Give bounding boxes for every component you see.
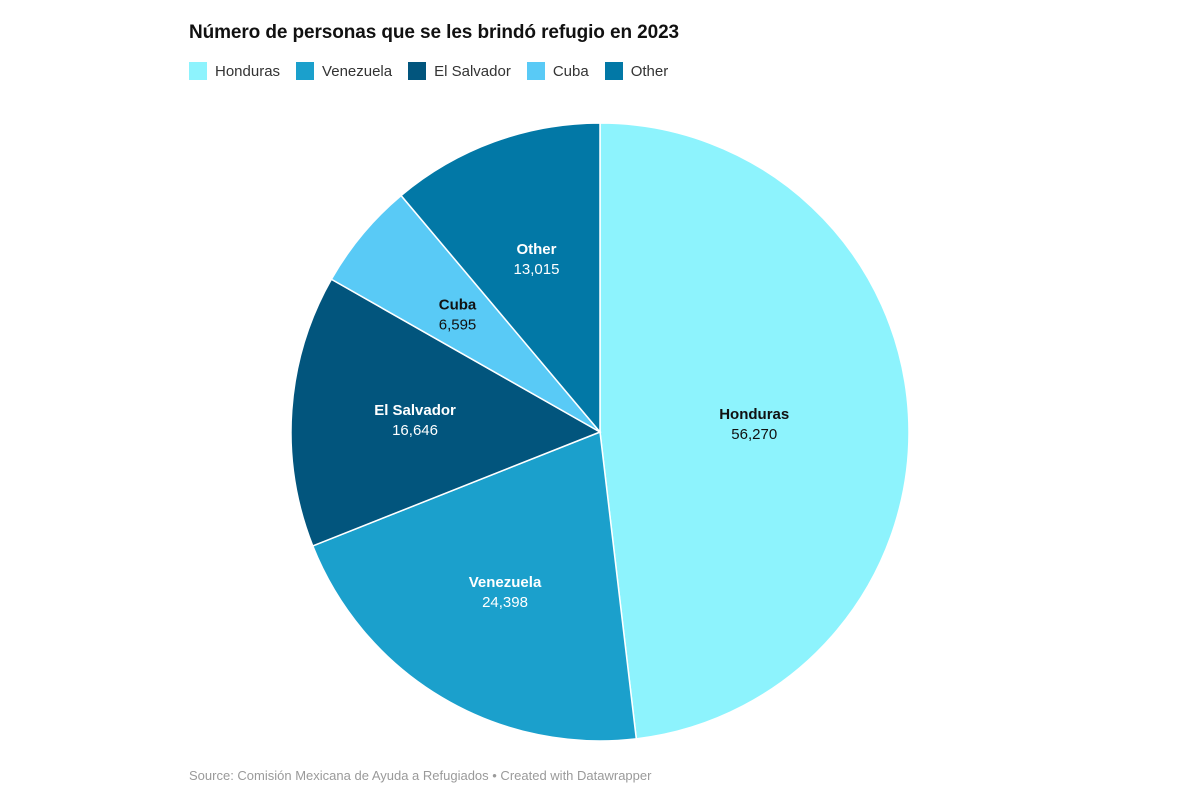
slice-value-el-salvador: 16,646 bbox=[392, 422, 438, 439]
legend-label-cuba: Cuba bbox=[552, 62, 589, 80]
slice-value-honduras: 56,270 bbox=[731, 426, 777, 443]
legend-swatch-honduras bbox=[189, 62, 207, 80]
slice-label-venezuela: Venezuela bbox=[469, 574, 542, 591]
chart-title: Número de personas que se les brindó ref… bbox=[189, 22, 679, 43]
pie-slice-el-salvador bbox=[290, 278, 602, 547]
pie-slice-venezuela bbox=[311, 430, 638, 742]
legend-label-other: Other bbox=[630, 62, 669, 80]
legend-swatch-other bbox=[604, 62, 623, 80]
legend: Honduras Venezuela El Salvador Cuba Othe… bbox=[189, 62, 668, 80]
legend-item-el-salvador: El Salvador bbox=[408, 62, 511, 80]
legend-label-el-salvador: El Salvador bbox=[434, 62, 511, 80]
slice-label-el-salvador: El Salvador bbox=[374, 402, 456, 419]
legend-item-other: Other bbox=[604, 62, 669, 80]
legend-swatch-el-salvador bbox=[408, 62, 427, 80]
slice-value-venezuela: 24,398 bbox=[482, 594, 528, 611]
legend-swatch-venezuela bbox=[296, 62, 315, 80]
legend-label-honduras: Honduras bbox=[215, 62, 281, 80]
legend-swatch-cuba bbox=[526, 62, 545, 80]
slice-value-cuba: 6,595 bbox=[439, 316, 477, 333]
slice-label-honduras: Honduras bbox=[719, 406, 789, 423]
legend-item-venezuela: Venezuela bbox=[296, 62, 392, 80]
slice-label-other: Other bbox=[516, 241, 556, 258]
legend-label-venezuela: Venezuela bbox=[322, 62, 393, 80]
legend-item-cuba: Cuba bbox=[526, 62, 589, 80]
source-footer: Source: Comisión Mexicana de Ayuda a Ref… bbox=[189, 768, 652, 783]
slice-value-other: 13,015 bbox=[514, 261, 560, 278]
pie-slice-honduras bbox=[599, 122, 910, 740]
pie-slice-other bbox=[400, 122, 601, 435]
slice-label-cuba: Cuba bbox=[439, 296, 477, 313]
legend-item-honduras: Honduras bbox=[189, 62, 280, 80]
